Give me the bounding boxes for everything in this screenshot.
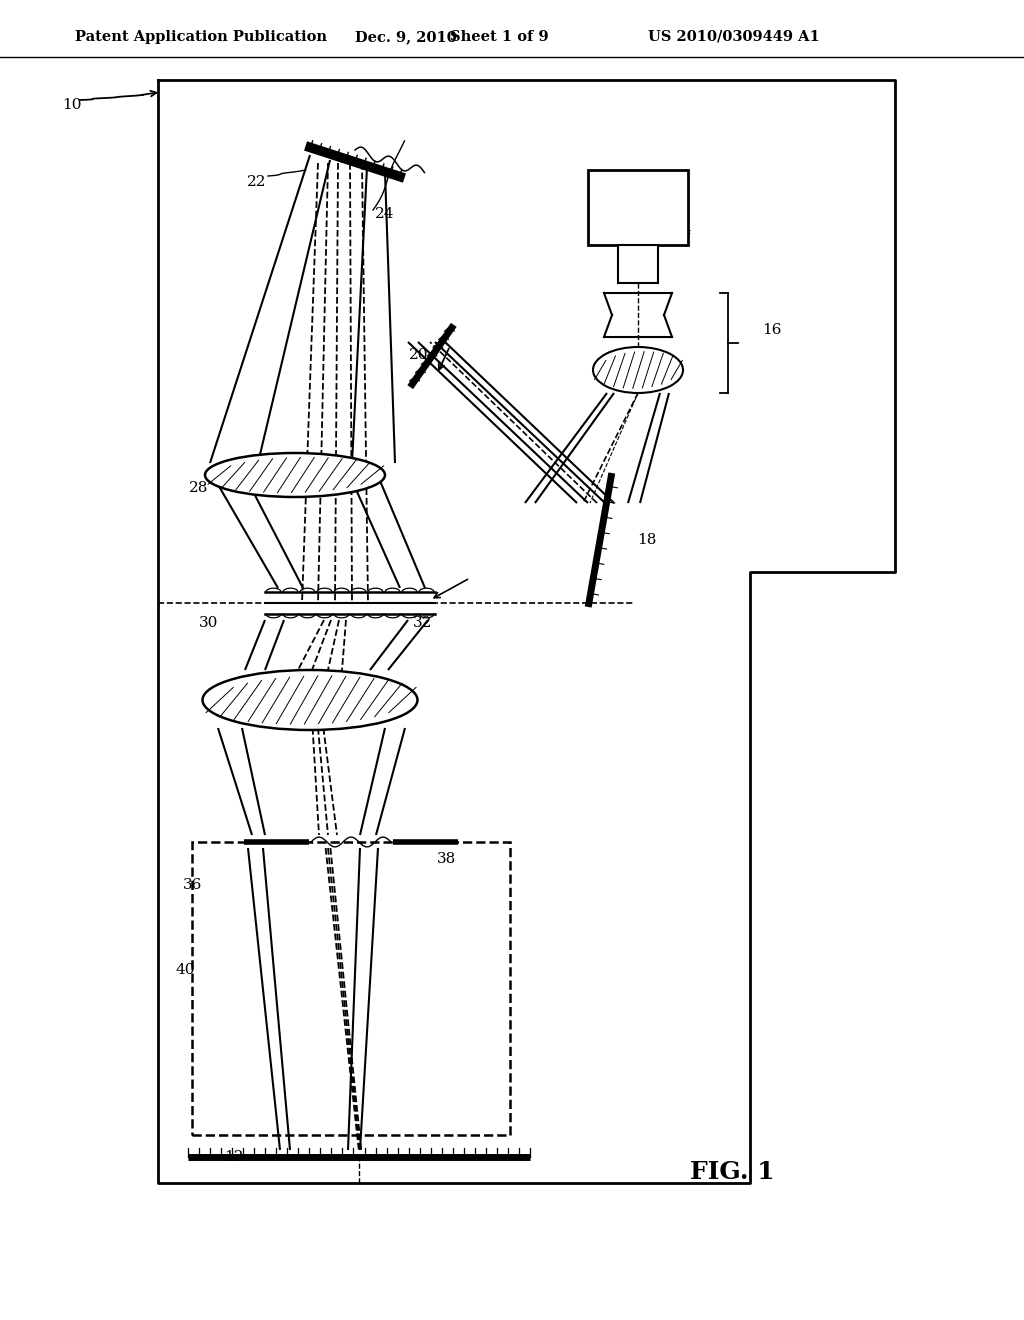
Text: Dec. 9, 2010: Dec. 9, 2010	[355, 30, 457, 44]
Bar	[588, 170, 688, 246]
Text: 20: 20	[409, 348, 428, 362]
Text: FIG. 1: FIG. 1	[690, 1160, 774, 1184]
Text: 28: 28	[189, 480, 208, 495]
Text: Sheet 1 of 9: Sheet 1 of 9	[450, 30, 549, 44]
Ellipse shape	[593, 347, 683, 393]
Text: Patent Application Publication: Patent Application Publication	[75, 30, 327, 44]
Text: 36: 36	[183, 878, 203, 892]
Text: 18: 18	[637, 533, 656, 546]
Text: 40: 40	[175, 964, 195, 977]
Ellipse shape	[203, 671, 418, 730]
Text: 34: 34	[224, 696, 244, 709]
Text: 16: 16	[762, 323, 781, 337]
Ellipse shape	[205, 453, 385, 498]
Text: 30: 30	[199, 616, 218, 630]
Bar	[193, 842, 510, 1135]
Text: 38: 38	[437, 851, 457, 866]
Text: 10: 10	[62, 98, 82, 112]
Text: US 2010/0309449 A1: US 2010/0309449 A1	[648, 30, 820, 44]
Text: 12: 12	[224, 1150, 244, 1164]
Text: 22: 22	[247, 176, 266, 189]
Text: 24: 24	[375, 207, 394, 220]
Text: 14: 14	[672, 223, 691, 238]
Bar	[618, 246, 658, 282]
Text: 32: 32	[413, 616, 432, 630]
